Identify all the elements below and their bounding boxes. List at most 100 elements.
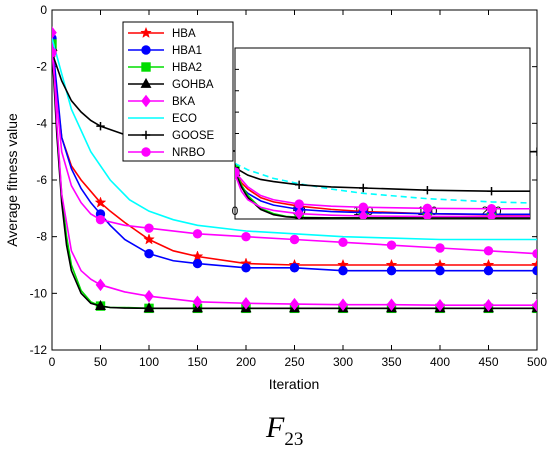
marker-bka: [386, 298, 397, 311]
inset-marker-bka: [422, 210, 433, 219]
marker-hba1: [241, 263, 251, 273]
marker-hba: [143, 233, 155, 245]
legend-entry-hba2: HBA2: [128, 62, 202, 74]
inset-series-line-gohba: [235, 171, 530, 219]
y-tick-label: -12: [30, 343, 48, 357]
legend-entry-gohba: GOHBA: [128, 77, 214, 91]
marker-nrbo: [386, 240, 397, 250]
marker-goose: [532, 147, 537, 156]
series-eco: [52, 38, 537, 241]
marker-nrbo: [192, 229, 203, 239]
legend-label: GOHBA: [172, 79, 214, 91]
main-series-layer: [52, 26, 537, 314]
x-tick-label: 0: [49, 355, 56, 369]
legend-entry-nrbo: NRBO: [128, 147, 205, 159]
inset-marker-nrbo: [486, 204, 497, 214]
series-line-nrbo: [52, 52, 537, 255]
legend-marker: [140, 77, 152, 88]
caption-main: F: [265, 411, 285, 444]
x-tick-label: 250: [284, 355, 304, 369]
legend-label: GOOSE: [172, 130, 215, 142]
marker-hba1: [435, 265, 445, 276]
marker-hba1: [144, 248, 154, 259]
inset-series-goose: [235, 163, 530, 196]
marker-bka: [338, 298, 348, 311]
main-y-ticks: -12 -10 -8 -6 -4 -2 0: [30, 3, 537, 357]
x-axis-label: Iteration: [269, 376, 320, 392]
legend-label: HBA: [172, 28, 196, 40]
legend-marker: [141, 147, 151, 157]
x-tick-label: 300: [333, 355, 353, 369]
inset-marker-bka: [486, 210, 497, 219]
marker-hba1: [483, 265, 494, 276]
inset-series-layer: [235, 162, 530, 219]
legend-entry-hba: HBA: [128, 26, 196, 40]
legend-marker: [141, 45, 151, 55]
x-tick-label: 350: [381, 355, 401, 369]
y-tick-label: -6: [36, 173, 47, 187]
marker-goose: [96, 121, 105, 131]
caption-subscript: 23: [284, 429, 303, 450]
marker-nrbo: [289, 234, 300, 245]
x-tick-label: 100: [139, 355, 159, 369]
series-hba1: [52, 33, 537, 276]
legend-entry-hba1: HBA1: [128, 45, 202, 57]
marker-nrbo: [241, 231, 251, 242]
marker-bka: [289, 297, 300, 311]
y-axis-label: Average fitness value: [4, 113, 20, 247]
series-nrbo: [52, 47, 537, 259]
y-tick-label: -2: [36, 60, 47, 74]
series-bka: [52, 26, 537, 312]
x-tick-label: 450: [478, 355, 498, 369]
inset-marker-goose: [487, 187, 496, 196]
marker-bka: [532, 298, 537, 312]
marker-nrbo: [483, 246, 494, 256]
marker-gohba: [95, 300, 106, 310]
legend-entry-eco: ECO: [128, 113, 197, 125]
marker-hba1: [192, 258, 203, 269]
marker-hba1: [289, 263, 300, 273]
x-tick-label: 500: [527, 355, 547, 369]
legend-marker: [141, 62, 151, 72]
y-tick-label: 0: [40, 3, 47, 17]
inset-series-line-nrbo: [235, 171, 530, 210]
y-tick-label: -8: [36, 230, 47, 244]
main-x-ticks: 0 50 100 150 200 250 300 350 400 450 500: [49, 10, 547, 369]
figure-caption: F23: [265, 411, 303, 450]
marker-nrbo: [144, 223, 154, 233]
series-line-hba1: [52, 38, 537, 272]
x-tick-label: 200: [236, 355, 256, 369]
inset-series-nrbo: [235, 167, 530, 214]
legend-marker: [141, 130, 151, 140]
legend-label: ECO: [172, 113, 197, 125]
inset-marker-nrbo: [235, 167, 240, 177]
legend-marker: [140, 26, 152, 38]
legend: HBA HBA1 HBA2 GOHBA BKA ECO GOOSE NRBO: [128, 26, 215, 159]
marker-hba: [191, 250, 204, 262]
marker-bka: [144, 289, 154, 303]
y-tick-label: -4: [36, 116, 47, 130]
x-tick-label: 50: [94, 355, 108, 369]
inset-marker-goose: [423, 185, 432, 195]
inset-series-line-goose: [235, 167, 530, 193]
legend-box: [122, 21, 234, 162]
legend-marker: [141, 94, 151, 108]
marker-nrbo: [435, 243, 445, 253]
marker-nrbo: [95, 214, 106, 225]
marker-nrbo: [52, 47, 57, 58]
marker-hba: [94, 196, 107, 208]
marker-hba1: [532, 265, 537, 276]
inset-plot-frame: [234, 47, 531, 220]
inset-marker-bka: [358, 209, 369, 219]
x-tick-label: 400: [430, 355, 450, 369]
legend-label: HBA1: [172, 45, 202, 57]
marker-bka: [483, 298, 494, 312]
legend-entry-goose: GOOSE: [128, 130, 215, 142]
legend-label: NRBO: [172, 147, 205, 159]
legend-label: BKA: [172, 96, 195, 108]
inset-marker-goose: [235, 163, 240, 172]
inset-marker-bka: [294, 207, 304, 219]
marker-gohba: [143, 302, 155, 313]
